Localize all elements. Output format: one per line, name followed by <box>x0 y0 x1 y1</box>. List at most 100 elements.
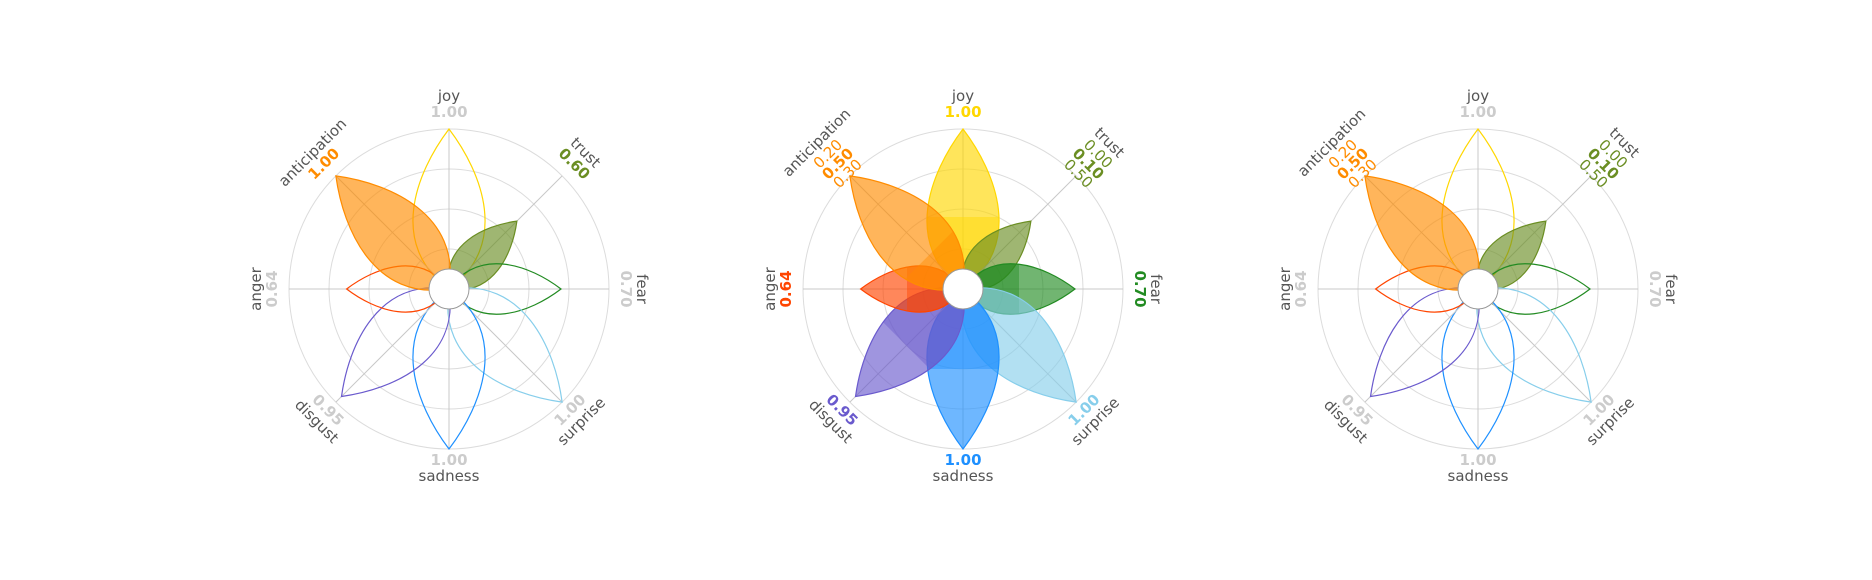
petal-fill-joy <box>927 129 999 289</box>
label-value-fear: 0.70 <box>617 270 635 307</box>
label-name-sadness: sadness <box>933 467 994 485</box>
petal-fear <box>1477 263 1591 315</box>
petal-surprise <box>447 287 563 403</box>
label-value-sadness: 1.00 <box>944 451 981 469</box>
petal-outline-trust <box>447 220 518 291</box>
label-value-sadness: 1.00 <box>430 451 467 469</box>
petal-disgust <box>831 264 988 421</box>
label-value-sadness: 1.00 <box>1459 451 1496 469</box>
label-value-anger: 0.64 <box>263 270 281 307</box>
petal-outline-surprise <box>447 287 563 403</box>
label-value-joy: 1.00 <box>1459 103 1496 121</box>
hub-circle <box>428 268 470 310</box>
petal-joy <box>1441 128 1515 290</box>
petal-outline-joy <box>926 128 1000 290</box>
petal-outline-anticipation <box>1364 175 1480 291</box>
petal-level-anticipation-1 <box>1339 150 1504 315</box>
label-name-sadness: sadness <box>419 467 480 485</box>
label-name-anger: anger <box>1276 266 1294 310</box>
spoke-surprise <box>448 288 563 403</box>
spoke-surprise <box>1477 288 1592 403</box>
petal-fill-anger <box>860 265 963 313</box>
label-value-anger: 0.64 <box>777 270 795 307</box>
spoke-trust <box>1477 175 1592 290</box>
label-name-anger: anger <box>247 266 265 310</box>
hub-circle <box>1457 268 1499 310</box>
petal-outline-joy <box>412 128 486 290</box>
label-name-fear: fear <box>1147 274 1165 305</box>
label-value-fear: 0.70 <box>1646 270 1664 307</box>
petal-sadness <box>1441 288 1515 450</box>
petal-disgust <box>340 287 451 398</box>
petal-joy <box>926 128 1000 290</box>
petal-level-trust-1 <box>947 205 1047 305</box>
petal-level-surprise-1 <box>937 263 1102 428</box>
petal-outline-sadness <box>1441 288 1515 450</box>
label-name-joy: joy <box>951 87 974 105</box>
petal-outline-surprise <box>1476 287 1592 403</box>
spoke-disgust <box>849 288 964 403</box>
wheel-2: 1.00joy0.10trust0.000.500.70fear1.00surp… <box>761 87 1165 485</box>
petal-sadness <box>926 288 1000 450</box>
petal-anticipation <box>824 150 989 315</box>
petal-fill-sadness <box>927 289 999 449</box>
petal-fill-disgust <box>855 287 965 397</box>
petal-level-anticipation-1 <box>310 150 475 315</box>
petal-outline-disgust <box>1369 287 1480 398</box>
spoke-anticipation <box>335 175 450 290</box>
wheel-3: 1.00joy0.10trust0.000.500.70fear1.00surp… <box>1276 87 1680 485</box>
petal-surprise <box>937 263 1102 428</box>
spoke-trust <box>962 175 1077 290</box>
petal-outline-disgust <box>340 287 451 398</box>
petal-fear <box>448 263 562 315</box>
label-name-joy: joy <box>437 87 460 105</box>
petal-outline-anticipation <box>335 175 451 291</box>
label-value-joy: 1.00 <box>430 103 467 121</box>
petal-disgust <box>1369 287 1480 398</box>
petal-anticipation <box>1339 150 1504 315</box>
petal-anger <box>1374 265 1479 313</box>
petal-anger <box>345 265 450 313</box>
petal-level-trust-1 <box>1462 205 1562 305</box>
petal-outline-trust <box>1476 220 1547 291</box>
petal-anticipation <box>310 150 475 315</box>
petal-outline-trust <box>961 220 1032 291</box>
petal-outline-fear <box>962 263 1076 315</box>
petal-level-disgust-1 <box>831 264 988 421</box>
petal-level-trust-1 <box>433 205 533 305</box>
petal-sadness <box>412 288 486 450</box>
label-value-fear: 0.70 <box>1131 270 1149 307</box>
petal-level-joy-2 <box>926 217 1000 289</box>
petal-outline-anticipation <box>849 175 965 291</box>
wheel-1: 1.00joy0.60trust0.70fear1.00surprise1.00… <box>247 87 651 485</box>
spoke-anticipation <box>849 175 964 290</box>
label-name-joy: joy <box>1466 87 1489 105</box>
label-name-sadness: sadness <box>1448 467 1509 485</box>
petal-fill-anticipation <box>335 175 451 291</box>
label-value-joy: 1.00 <box>944 103 981 121</box>
petal-level-sadness-2 <box>926 289 1000 369</box>
spoke-disgust <box>1364 288 1479 403</box>
spoke-trust <box>448 175 563 290</box>
petal-level-sadness-1 <box>926 289 1000 449</box>
spoke-anticipation <box>1364 175 1479 290</box>
petal-outline-surprise <box>961 287 1077 403</box>
petal-level-anticipation-1 <box>824 150 989 315</box>
